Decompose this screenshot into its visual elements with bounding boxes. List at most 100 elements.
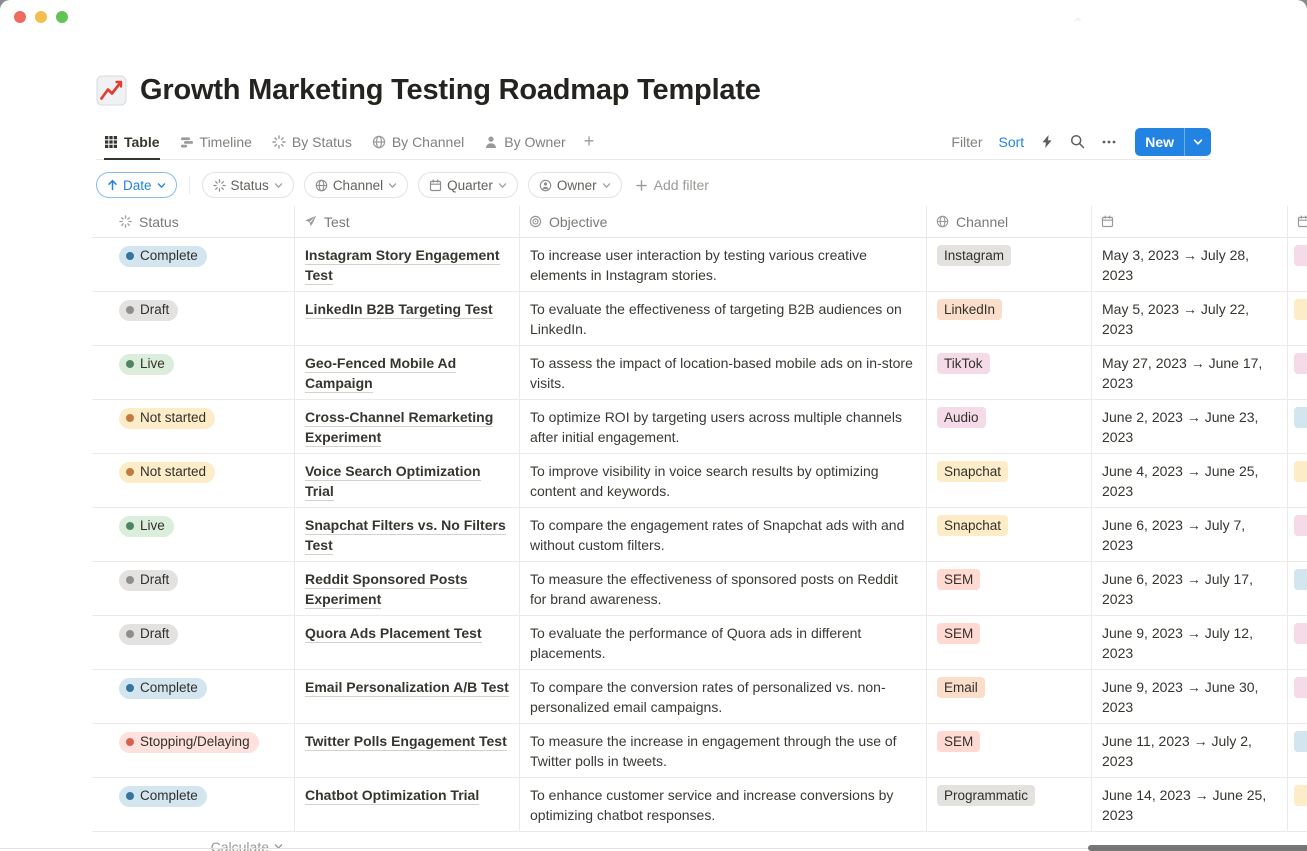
column-header-date[interactable]	[1092, 206, 1288, 237]
new-dropdown-caret[interactable]	[1184, 127, 1211, 156]
channel-cell[interactable]: SEM	[927, 616, 1092, 669]
test-cell[interactable]: Reddit Sponsored Posts Experiment	[295, 562, 520, 615]
quarter-cell-clipped[interactable]	[1288, 454, 1307, 507]
quarter-cell-clipped[interactable]	[1288, 400, 1307, 453]
test-cell[interactable]: Chatbot Optimization Trial	[295, 778, 520, 831]
status-cell[interactable]: Draft	[92, 562, 295, 615]
channel-cell[interactable]: Snapchat	[927, 454, 1092, 507]
sort-button[interactable]: Sort	[998, 133, 1025, 150]
channel-cell[interactable]: Programmatic	[927, 778, 1092, 831]
date-cell[interactable]: June 4, 2023 → June 25, 2023	[1092, 454, 1288, 507]
status-cell[interactable]: Not started	[92, 400, 295, 453]
filter-chip-owner[interactable]: Owner	[527, 172, 622, 198]
close-window-button[interactable]	[14, 11, 26, 23]
column-header-quarter-clipped[interactable]	[1288, 206, 1307, 237]
test-cell[interactable]: Geo-Fenced Mobile Ad Campaign	[295, 346, 520, 399]
channel-cell[interactable]: SEM	[927, 562, 1092, 615]
tab-by-channel[interactable]: By Channel	[364, 124, 472, 159]
quarter-cell-clipped[interactable]	[1288, 238, 1307, 291]
horizontal-scrollbar[interactable]	[1088, 845, 1307, 851]
date-cell[interactable]: May 5, 2023 → July 22, 2023	[1092, 292, 1288, 345]
status-cell[interactable]: Complete	[92, 778, 295, 831]
status-cell[interactable]: Live	[92, 508, 295, 561]
column-header-channel[interactable]: Channel	[927, 206, 1092, 237]
test-title-link[interactable]: Reddit Sponsored Posts Experiment	[305, 571, 468, 609]
test-title-link[interactable]: Quora Ads Placement Test	[305, 625, 482, 643]
channel-cell[interactable]: TikTok	[927, 346, 1092, 399]
objective-cell[interactable]: To evaluate the performance of Quora ads…	[520, 616, 927, 669]
test-title-link[interactable]: LinkedIn B2B Targeting Test	[305, 301, 493, 319]
objective-cell[interactable]: To increase user interaction by testing …	[520, 238, 927, 291]
objective-cell[interactable]: To evaluate the effectiveness of targeti…	[520, 292, 927, 345]
column-header-test[interactable]: Test	[295, 206, 520, 237]
tab-table[interactable]: Table	[96, 124, 168, 160]
status-cell[interactable]: Complete	[92, 238, 295, 291]
test-title-link[interactable]: Chatbot Optimization Trial	[305, 787, 480, 805]
quarter-cell-clipped[interactable]	[1288, 508, 1307, 561]
status-cell[interactable]: Not started	[92, 454, 295, 507]
status-cell[interactable]: Draft	[92, 292, 295, 345]
quarter-cell-clipped[interactable]	[1288, 616, 1307, 669]
test-cell[interactable]: Snapchat Filters vs. No Filters Test	[295, 508, 520, 561]
date-cell[interactable]: June 9, 2023 → July 12, 2023	[1092, 616, 1288, 669]
zoom-window-button[interactable]	[56, 11, 68, 23]
objective-cell[interactable]: To improve visibility in voice search re…	[520, 454, 927, 507]
filter-chip-channel[interactable]: Channel	[303, 172, 409, 198]
status-cell[interactable]: Draft	[92, 616, 295, 669]
channel-cell[interactable]: Snapchat	[927, 508, 1092, 561]
quarter-cell-clipped[interactable]	[1288, 670, 1307, 723]
channel-cell[interactable]: SEM	[927, 724, 1092, 777]
date-cell[interactable]: June 6, 2023 → July 7, 2023	[1092, 508, 1288, 561]
column-header-status[interactable]: Status	[92, 206, 295, 237]
status-cell[interactable]: Live	[92, 346, 295, 399]
channel-cell[interactable]: LinkedIn	[927, 292, 1092, 345]
quarter-cell-clipped[interactable]	[1288, 778, 1307, 831]
test-cell[interactable]: Quora Ads Placement Test	[295, 616, 520, 669]
tab-by-owner[interactable]: By Owner	[476, 124, 573, 159]
date-cell[interactable]: May 27, 2023 → June 17, 2023	[1092, 346, 1288, 399]
tab-by-status[interactable]: By Status	[264, 124, 360, 159]
test-cell[interactable]: Email Personalization A/B Test	[295, 670, 520, 723]
add-filter-button[interactable]: Add filter	[635, 177, 709, 193]
filter-chip-status[interactable]: Status	[201, 172, 294, 198]
channel-cell[interactable]: Email	[927, 670, 1092, 723]
more-options-icon[interactable]	[1101, 135, 1117, 149]
test-title-link[interactable]: Twitter Polls Engagement Test	[305, 733, 507, 751]
date-cell[interactable]: May 3, 2023 → July 28, 2023	[1092, 238, 1288, 291]
test-title-link[interactable]: Instagram Story Engagement Test	[305, 247, 500, 285]
tab-timeline[interactable]: Timeline	[172, 124, 260, 159]
test-title-link[interactable]: Snapchat Filters vs. No Filters Test	[305, 517, 506, 555]
test-title-link[interactable]: Email Personalization A/B Test	[305, 679, 509, 697]
date-cell[interactable]: June 2, 2023 → June 23, 2023	[1092, 400, 1288, 453]
status-cell[interactable]: Complete	[92, 670, 295, 723]
channel-cell[interactable]: Audio	[927, 400, 1092, 453]
quarter-cell-clipped[interactable]	[1288, 346, 1307, 399]
quarter-cell-clipped[interactable]	[1288, 292, 1307, 345]
date-cell[interactable]: June 11, 2023 → July 2, 2023	[1092, 724, 1288, 777]
date-cell[interactable]: June 14, 2023 → June 25, 2023	[1092, 778, 1288, 831]
automations-bolt-icon[interactable]	[1040, 134, 1054, 149]
test-title-link[interactable]: Voice Search Optimization Trial	[305, 463, 481, 501]
date-cell[interactable]: June 9, 2023 → June 30, 2023	[1092, 670, 1288, 723]
status-cell[interactable]: Stopping/Delaying	[92, 724, 295, 777]
objective-cell[interactable]: To compare the engagement rates of Snapc…	[520, 508, 927, 561]
minimize-window-button[interactable]	[35, 11, 47, 23]
chart-increasing-emoji-icon[interactable]	[96, 75, 127, 106]
test-cell[interactable]: Cross-Channel Remarketing Experiment	[295, 400, 520, 453]
filter-button[interactable]: Filter	[951, 133, 983, 150]
filter-chip-quarter[interactable]: Quarter	[418, 172, 518, 198]
quarter-cell-clipped[interactable]	[1288, 562, 1307, 615]
test-title-link[interactable]: Cross-Channel Remarketing Experiment	[305, 409, 494, 447]
objective-cell[interactable]: To measure the increase in engagement th…	[520, 724, 927, 777]
objective-cell[interactable]: To enhance customer service and increase…	[520, 778, 927, 831]
objective-cell[interactable]: To compare the conversion rates of perso…	[520, 670, 927, 723]
quarter-cell-clipped[interactable]	[1288, 724, 1307, 777]
test-cell[interactable]: Twitter Polls Engagement Test	[295, 724, 520, 777]
test-title-link[interactable]: Geo-Fenced Mobile Ad Campaign	[305, 355, 457, 393]
column-header-objective[interactable]: Objective	[520, 206, 927, 237]
sort-chip-date[interactable]: Date	[96, 172, 177, 198]
search-icon[interactable]	[1070, 134, 1085, 149]
channel-cell[interactable]: Instagram	[927, 238, 1092, 291]
date-cell[interactable]: June 6, 2023 → July 17, 2023	[1092, 562, 1288, 615]
objective-cell[interactable]: To optimize ROI by targeting users acros…	[520, 400, 927, 453]
